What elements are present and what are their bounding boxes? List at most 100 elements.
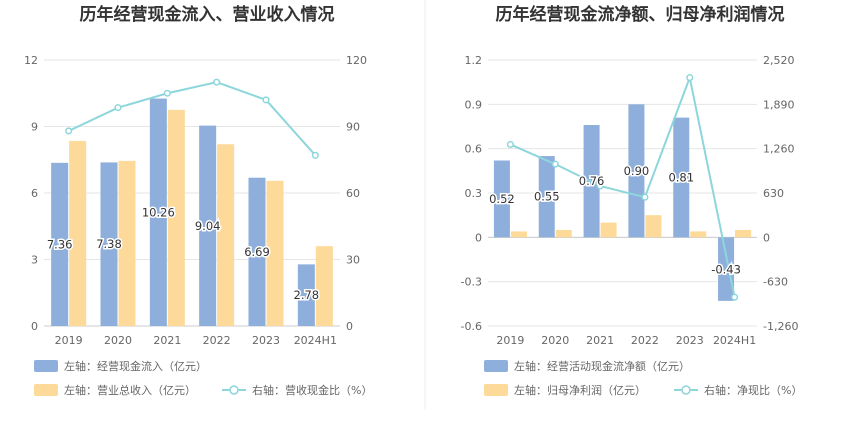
right-axis-tick-label: 120 (346, 54, 367, 67)
line-point (686, 74, 694, 82)
right-axis-tick-label: 2,520 (763, 54, 795, 67)
left-axis-tick-label: 6 (31, 187, 38, 200)
bar-data-label: 0.55 (534, 190, 560, 204)
bar-data-label: 0.76 (579, 174, 605, 188)
legend-item-label: 左轴：经营活动现金流净额（亿元） (514, 359, 690, 373)
legend-swatch-marker (681, 385, 691, 395)
x-axis-tick-label: 2020 (104, 334, 132, 347)
bar-net-profit (555, 229, 572, 238)
left-axis-tick-label: 3 (31, 254, 38, 267)
bar-data-label: 0.52 (489, 192, 515, 206)
bar-net-cash-flow (673, 117, 690, 238)
x-axis-tick-label: 2021 (586, 334, 614, 347)
right-axis-tick-label: -1,260 (763, 320, 798, 333)
bar-data-label: 0.81 (668, 170, 694, 184)
left-axis-tick-label: 0.3 (465, 187, 483, 200)
bar-revenue (118, 160, 136, 326)
bar-cash-inflow (100, 162, 118, 326)
right-axis-tick-label: 60 (346, 187, 360, 200)
line-point (311, 151, 319, 159)
x-axis-tick-label: 2023 (676, 334, 704, 347)
left-axis-tick-label: -0.3 (461, 276, 482, 289)
bar-cash-inflow (149, 98, 167, 326)
legend-item-label: 右轴：净现比（%） (704, 383, 802, 397)
bar-data-label: 0.90 (624, 164, 650, 178)
line-point (213, 78, 221, 86)
chart-2: -0.6 -0.3 0 0.3 0.6 0.9 1.2 -1,260 -630 0 630 1,260… (461, 54, 799, 347)
left-axis-tick-label: 12 (24, 54, 38, 67)
bar-cash-inflow (248, 177, 266, 326)
left-axis-tick-label: -0.6 (461, 320, 482, 333)
x-axis-tick-label: 2024H1 (713, 334, 756, 347)
chart-2-title: 历年经营现金流净额、归母净利润情况 (496, 4, 785, 25)
bar-cash-inflow (297, 264, 315, 326)
chart-1-legend: 左轴：经营现金流入（亿元） 左轴：营业总收入（亿元） 右轴：营收现金比（%） (34, 359, 372, 397)
right-axis-tick-label: 1,890 (763, 98, 795, 111)
line-point (731, 293, 739, 301)
line-point (641, 193, 649, 201)
bar-revenue (217, 144, 235, 326)
bar-data-label: -0.43 (711, 262, 741, 276)
bar-revenue (167, 109, 185, 326)
right-axis-tick-label: 630 (763, 187, 784, 200)
legend-item-label: 左轴：营业总收入（亿元） (64, 383, 196, 397)
x-axis-tick-label: 2020 (541, 334, 569, 347)
bar-data-label: 7.36 (47, 237, 73, 251)
x-axis-tick-label: 2019 (496, 334, 524, 347)
line-point (163, 89, 171, 97)
bar-data-label: 9.04 (195, 219, 221, 233)
x-axis-tick-label: 2022 (203, 334, 231, 347)
right-axis-tick-label: 30 (346, 254, 360, 267)
bar-data-label: 10.26 (142, 205, 175, 219)
bar-net-cash-flow (538, 156, 555, 238)
bar-net-cash-flow (628, 104, 645, 238)
legend-swatch (34, 360, 58, 372)
bar-net-profit (510, 231, 527, 238)
bar-cash-inflow (51, 162, 69, 326)
bar-cash-inflow (199, 125, 217, 326)
left-axis-tick-label: 0 (31, 320, 38, 333)
bar-net-profit (735, 229, 752, 238)
right-axis-tick-label: 0 (346, 320, 353, 333)
legend-swatch (34, 384, 58, 396)
left-axis-tick-label: 0 (475, 231, 482, 244)
x-axis-tick-label: 2024H1 (294, 334, 337, 347)
line-point (65, 127, 73, 135)
left-axis-tick-label: 1.2 (465, 54, 483, 67)
x-axis-tick-label: 2019 (55, 334, 83, 347)
x-axis-tick-label: 2022 (631, 334, 659, 347)
legend-swatch (484, 360, 508, 372)
line-series (510, 73, 736, 298)
bar-revenue (266, 180, 284, 326)
bar-net-profit (690, 231, 707, 238)
x-axis-tick-label: 2023 (252, 334, 280, 347)
right-axis-tick-label: 1,260 (763, 143, 795, 156)
chart-1-title: 历年经营现金流入、营业收入情况 (80, 4, 335, 25)
left-axis-tick-label: 0.6 (465, 143, 483, 156)
legend-item-label: 右轴：营收现金比（%） (252, 383, 372, 397)
right-axis-tick-label: -630 (763, 276, 788, 289)
bar-revenue (315, 246, 333, 326)
bar-data-label: 2.78 (294, 288, 320, 302)
left-axis-tick-label: 0.9 (465, 98, 483, 111)
legend-swatch (484, 384, 508, 396)
line-point (551, 160, 559, 168)
right-axis-tick-label: 90 (346, 121, 360, 134)
legend-item-label: 左轴：经营现金流入（亿元） (64, 359, 207, 373)
bar-net-cash-flow (493, 160, 510, 238)
bar-data-label: 7.38 (96, 237, 122, 251)
bar-revenue (69, 140, 87, 326)
bar-net-profit (645, 215, 662, 238)
left-axis-tick-label: 9 (31, 121, 38, 134)
bar-net-profit (600, 222, 617, 238)
line-point (114, 104, 122, 112)
line-point (262, 96, 270, 104)
right-axis-tick-label: 0 (763, 231, 770, 244)
line-point (596, 182, 604, 190)
chart-2-legend: 左轴：经营活动现金流净额（亿元） 左轴：归母净利润（亿元） 右轴：净现比（%） (484, 359, 802, 397)
legend-item-label: 左轴：归母净利润（亿元） (514, 383, 646, 397)
legend-swatch-marker (229, 385, 239, 395)
